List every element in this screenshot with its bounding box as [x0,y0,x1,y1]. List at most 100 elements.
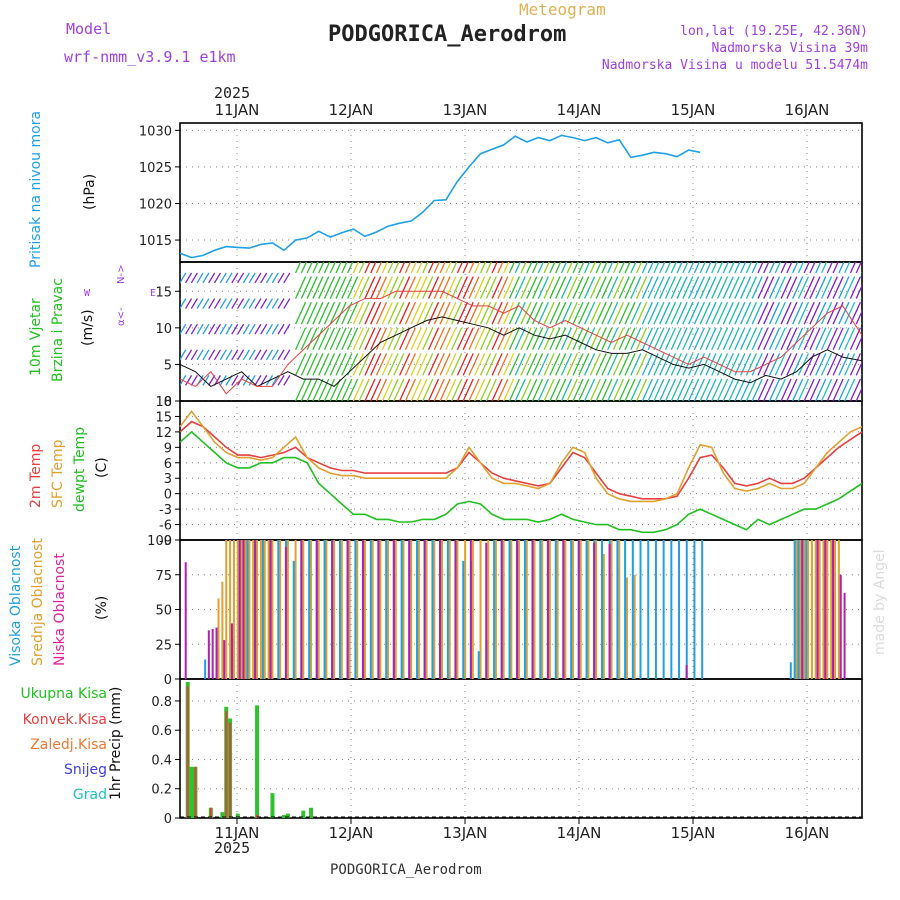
wind-barb [300,327,312,351]
wind-barb [491,276,503,299]
wind-barb [347,276,359,299]
wind-barb [803,262,810,274]
wind-barb [185,298,193,309]
wind-barb [578,262,585,274]
wind-barb [277,375,285,386]
wind-barb [451,276,463,299]
wind-barb [676,301,688,325]
wind-barb [624,327,636,351]
wind-barb [503,378,515,401]
wind-barb [664,378,677,401]
wind-barb [364,276,376,299]
wind-barb [410,378,422,401]
wind-barb [283,298,291,309]
wind-barb [832,378,844,401]
wind-barb [462,353,474,376]
wind-barb [468,262,475,274]
wind-barb [381,378,393,401]
wind-barb [242,298,250,309]
wind-barb [219,298,227,309]
station-title: PODGORICA_Aerodrom [328,22,567,47]
wind-barb [832,353,844,376]
wind-barb [549,301,561,325]
wind-barb [676,353,688,376]
wind-barb [248,272,256,284]
wind-barb [792,353,804,376]
wind-barb [636,262,643,274]
wind-barb [352,353,364,376]
footer-station: PODGORICA_Aerodrom [330,862,482,878]
wind-barb [387,301,399,325]
wind-barb [335,301,347,325]
wind-barb [572,301,584,325]
wind-barb [699,301,711,325]
wind-barb [370,276,382,299]
wind-barb [797,353,810,376]
wind-barb [630,301,642,325]
wind-barb [537,262,545,274]
wind-barb [861,271,862,273]
wind-barb [589,276,601,299]
wind-barb [844,327,856,351]
wind-barb [375,262,383,274]
y-tick-label: 0.2 [151,783,172,798]
wind-barb [659,276,671,299]
wind-barb [774,262,782,274]
wind-barb [578,378,590,401]
y-tick-label: 15 [155,410,172,425]
wind-barb [676,276,688,299]
wind-barb [323,378,336,401]
wind-barb [335,262,342,274]
wind-barb [254,298,262,309]
wind-barb [370,353,382,376]
wind-barb [277,298,285,309]
wind-barb [583,327,596,351]
wind-barb [254,272,262,284]
wind-barb [254,375,262,386]
wind-barb [190,400,192,401]
y-tick-label: -3 [159,503,172,518]
wind-barb [855,262,862,274]
y-tick-label: 0.6 [151,724,172,739]
wind-barb [479,276,492,299]
wind-barb [543,276,555,299]
wind-barb [803,378,815,401]
y-tick-label: 15 [155,285,172,300]
wind-barb [526,353,538,376]
wind-barb [786,276,798,299]
wind-barb [838,378,850,401]
wind-barb [664,327,677,351]
wind-barb [531,378,544,401]
wind-barb [260,349,268,361]
wind-barb [555,301,567,325]
wind-barb [514,327,526,351]
wind-barb [427,301,440,325]
model-name: wrf-nmm_v3.9.1 e1km [64,48,236,66]
wind-barb [734,262,741,274]
wind-barb [370,378,382,401]
wind-barb [468,327,480,351]
wind-barb [295,262,302,274]
wind-barb [364,262,371,274]
wind-barb [381,276,393,299]
wind-barb [283,323,291,335]
wind-barb [780,276,792,299]
wind-barb [237,349,245,361]
y-tick-label: 9 [164,441,172,456]
wind-barb [433,276,445,299]
wind-barb [485,276,497,299]
wind-barb [607,301,619,325]
y-tick-label: 10 [155,322,172,337]
wind-barb [242,375,250,386]
wind-barb [451,378,463,401]
wind-barb [572,378,584,401]
wind-barb [295,276,307,299]
wind-barb [439,353,451,376]
wind-barb [757,262,764,274]
precip-bar-conv [225,711,228,818]
wind-barb [531,301,544,325]
wind-barb [699,262,706,274]
wind-barb [352,301,364,325]
wind-barb [543,353,555,376]
wind-barb [318,378,330,401]
